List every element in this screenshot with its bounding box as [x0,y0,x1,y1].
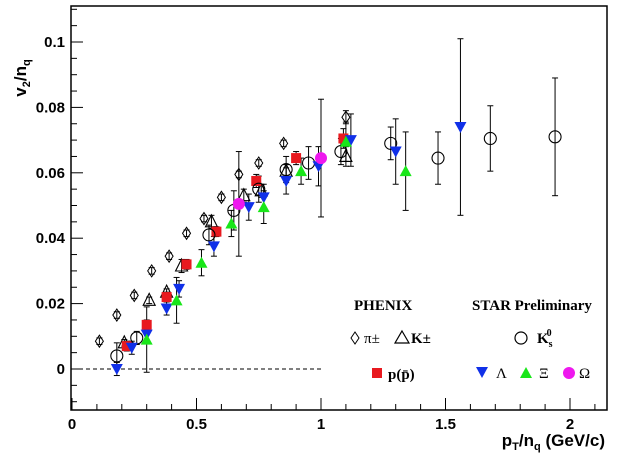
data-point [384,136,398,150]
legend-label-xi: Ξ [539,366,549,382]
x-tick-label: 1.5 [435,416,456,433]
data-point [399,165,412,177]
data-point [211,226,222,237]
legend-marker-pion [350,331,360,345]
legend-marker-omega [563,367,575,379]
data-point [110,349,124,363]
data-point [252,182,266,196]
data-point [147,263,157,278]
legend-label-pion: π± [364,331,380,347]
data-point [232,197,245,210]
legend-marker-lambda [476,367,488,378]
data-point [234,167,244,182]
data-point [140,333,153,345]
x-axis-title: pT/nq (GeV/c) [502,431,605,453]
legend-header-phenix: PHENIX [354,298,413,314]
data-point [129,288,139,303]
y-tick-label: 0.06 [36,165,65,182]
data-markers [94,110,562,375]
legend-xi: Ξ [520,366,549,382]
y-tick-label: 0.1 [44,34,65,51]
y-tick-label: 0 [57,361,65,378]
data-point [431,151,445,165]
data-point [279,162,293,177]
data-point [216,190,227,205]
legend-marker-proton [372,368,382,378]
data-point [141,319,152,330]
data-point [279,136,289,151]
y-tick-label: 0.08 [36,99,65,116]
legend-marker-kaon [393,329,411,344]
data-point [121,341,132,352]
data-point [225,217,238,229]
data-point [339,148,353,162]
data-point [181,259,192,270]
legend-header-star: STAR Preliminary [472,298,592,314]
y-tick-label: 0.04 [36,230,66,247]
data-point [251,175,262,186]
axes: 0 0.5 1 1.5 2 0 0.02 0.04 0.06 0.08 0.1 [36,8,596,433]
x-tick-label: 2 [566,416,574,433]
legend-proton: p(p̄) [372,367,415,383]
legend-omega: Ω [563,366,590,382]
data-point [181,226,192,241]
data-point [315,152,327,165]
data-point [94,334,104,349]
data-point [389,146,402,158]
legend-lambda: Λ [476,366,507,382]
data-point [339,135,352,147]
x-tick-label: 0 [68,416,76,433]
legend-marker-k0s [514,331,528,345]
data-point [344,135,357,147]
data-point [483,131,497,146]
data-point [257,192,270,204]
legend-k0s: Ks0 [514,328,553,350]
legend-label-omega: Ω [579,366,590,382]
data-point [161,292,172,303]
data-point [454,122,467,134]
data-point [112,308,122,322]
data-point [160,303,173,315]
legend: PHENIX STAR Preliminary π± K± Ks0 p(p̄) … [350,298,592,383]
data-point [548,130,562,144]
x-tick-label: 1 [317,416,325,433]
legend-label-kaon: K± [411,331,431,347]
y-axis-title: v2/nq [11,59,33,96]
data-point [254,156,264,170]
data-point [242,202,255,214]
x-tick-label: 0.5 [186,416,207,433]
y-tick-label: 0.02 [36,296,65,313]
data-point [338,133,349,144]
data-point [207,241,220,253]
plot-frame [70,5,608,411]
data-point [195,256,208,268]
legend-marker-xi [520,367,532,378]
legend-label-proton: p(p̄) [388,367,415,383]
data-point [257,201,270,213]
data-point [199,211,209,226]
data-point [164,249,174,264]
data-point [125,342,138,354]
legend-kaon: K± [393,329,431,347]
data-point [170,294,183,306]
data-point [291,153,302,164]
legend-label-k0s: Ks0 [537,328,553,350]
data-point [142,292,157,306]
data-point [173,283,186,295]
legend-label-lambda: Λ [496,366,507,382]
data-point [110,364,123,375]
data-point [202,228,216,242]
data-point [295,165,308,177]
data-point [341,110,351,125]
error-bars [96,38,559,377]
data-point [280,175,293,187]
legend-pion: π± [350,331,380,347]
